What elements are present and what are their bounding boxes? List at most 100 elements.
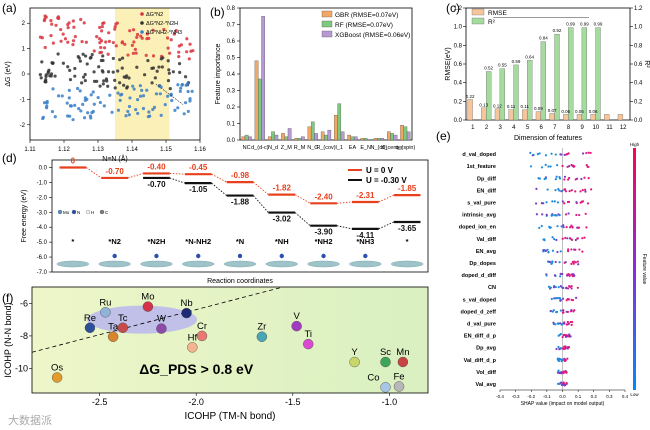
bar bbox=[294, 138, 299, 141]
x-tick-label: 5 bbox=[526, 125, 530, 131]
energy-connector bbox=[336, 225, 353, 230]
x-tick-label: 10 bbox=[592, 125, 599, 131]
y-axis-label: ΔG (eV) bbox=[5, 61, 12, 86]
element-point bbox=[117, 322, 128, 333]
data-point bbox=[116, 69, 120, 73]
data-point bbox=[126, 109, 130, 114]
bar bbox=[393, 134, 398, 141]
data-point bbox=[86, 111, 90, 115]
data-label-rmse: 0.11 bbox=[521, 104, 530, 109]
y-tick-label: 0.0 bbox=[454, 118, 463, 124]
bar bbox=[377, 138, 381, 141]
x-tick-label: 8 bbox=[567, 125, 571, 131]
data-point bbox=[171, 70, 175, 74]
shap-point bbox=[572, 273, 575, 276]
shap-point bbox=[554, 297, 558, 300]
bar-rmse bbox=[494, 108, 501, 121]
data-point bbox=[85, 62, 89, 66]
energy-label: -3.02 bbox=[273, 215, 292, 224]
element-label: Cr bbox=[197, 321, 207, 332]
data-label-r2: 0.99 bbox=[580, 22, 589, 27]
shap-point bbox=[535, 187, 538, 190]
shap-point bbox=[555, 175, 558, 178]
bar bbox=[281, 133, 285, 141]
element-label: Re bbox=[84, 313, 96, 324]
shap-point bbox=[559, 272, 562, 275]
legend-swatch bbox=[321, 30, 333, 38]
bar bbox=[350, 136, 355, 141]
element-label: V bbox=[293, 311, 300, 322]
shap-point bbox=[558, 189, 561, 192]
x-tick-label: -0.4 bbox=[496, 394, 504, 399]
energy-label: -3.65 bbox=[398, 224, 417, 233]
data-point bbox=[40, 60, 44, 64]
shap-point bbox=[568, 165, 571, 168]
y-tick-label: -6.0 bbox=[37, 255, 48, 261]
shap-point bbox=[555, 311, 558, 314]
data-label-rmse: 0.06 bbox=[575, 109, 584, 114]
bar-r2 bbox=[527, 60, 533, 121]
shap-point bbox=[542, 202, 545, 205]
data-point bbox=[73, 103, 77, 107]
data-point bbox=[151, 107, 155, 112]
data-point bbox=[187, 57, 191, 61]
shap-point bbox=[561, 322, 564, 326]
bar bbox=[360, 138, 365, 141]
shap-point bbox=[580, 177, 583, 181]
shap-point bbox=[563, 175, 567, 178]
catalyst-surface bbox=[56, 260, 89, 268]
shap-point bbox=[562, 347, 566, 351]
y-tick-label: -6 bbox=[20, 298, 28, 308]
element-label: Ru bbox=[99, 297, 111, 308]
data-point bbox=[182, 112, 186, 116]
data-point bbox=[147, 110, 151, 114]
data-point bbox=[114, 22, 118, 26]
y-tick-label: -7.0 bbox=[37, 270, 48, 276]
x-tick-label: N_(d0) bbox=[371, 145, 388, 151]
x-axis-label: SHAP value (impact on model output) bbox=[521, 401, 605, 407]
colorbar bbox=[633, 148, 636, 390]
bar-rmse bbox=[576, 114, 583, 121]
data-point bbox=[41, 116, 45, 121]
catalyst-surface bbox=[349, 260, 382, 268]
legend-marker bbox=[140, 21, 144, 25]
energy-label: -1.82 bbox=[273, 184, 292, 193]
shap-point bbox=[561, 164, 564, 168]
data-point bbox=[127, 76, 131, 80]
x-tick-label: R_(cov) bbox=[316, 145, 335, 151]
data-point bbox=[90, 52, 94, 57]
bar bbox=[337, 103, 342, 141]
shap-point bbox=[554, 323, 557, 326]
x-tick-label: 0.3 bbox=[606, 394, 613, 399]
data-point bbox=[116, 91, 120, 95]
shap-point bbox=[565, 371, 568, 374]
shap-point bbox=[534, 202, 538, 205]
adsorbate-atom bbox=[237, 253, 243, 259]
y-tick-label: 0.3 bbox=[227, 89, 236, 95]
data-point bbox=[110, 110, 114, 114]
bar bbox=[400, 125, 404, 141]
y-tick-label: -1 bbox=[20, 97, 26, 103]
x-tick-label: N_d bbox=[268, 145, 278, 151]
data-point bbox=[101, 70, 105, 74]
x-tick-label: Z_M bbox=[281, 145, 292, 151]
panel-f: -2.5 -2.0 -1.5 -1.0 -6 -8 -10 ICOHP (TM-N bond)… bbox=[3, 286, 429, 422]
shap-point bbox=[572, 310, 575, 313]
y-tick-label: 0.0 bbox=[39, 165, 48, 171]
bar bbox=[244, 134, 249, 141]
data-point bbox=[145, 37, 149, 41]
y-tick-label: 0.8 bbox=[227, 6, 236, 12]
x-tick-label: 2 bbox=[485, 125, 489, 131]
legend-atom-label: H bbox=[91, 210, 94, 215]
energy-connector bbox=[169, 177, 186, 184]
bar bbox=[274, 134, 279, 141]
data-point bbox=[68, 104, 73, 108]
y2-tick-label: 0.6 bbox=[634, 62, 643, 68]
catalyst-surface bbox=[182, 260, 215, 268]
shap-point bbox=[568, 284, 571, 288]
y-tick-label: 0.4 bbox=[454, 81, 463, 87]
shap-point bbox=[551, 236, 554, 239]
energy-label: -2.40 bbox=[314, 192, 333, 201]
legend-atom-label: Mo bbox=[63, 210, 70, 215]
data-label-rmse: 0.09 bbox=[534, 106, 543, 111]
